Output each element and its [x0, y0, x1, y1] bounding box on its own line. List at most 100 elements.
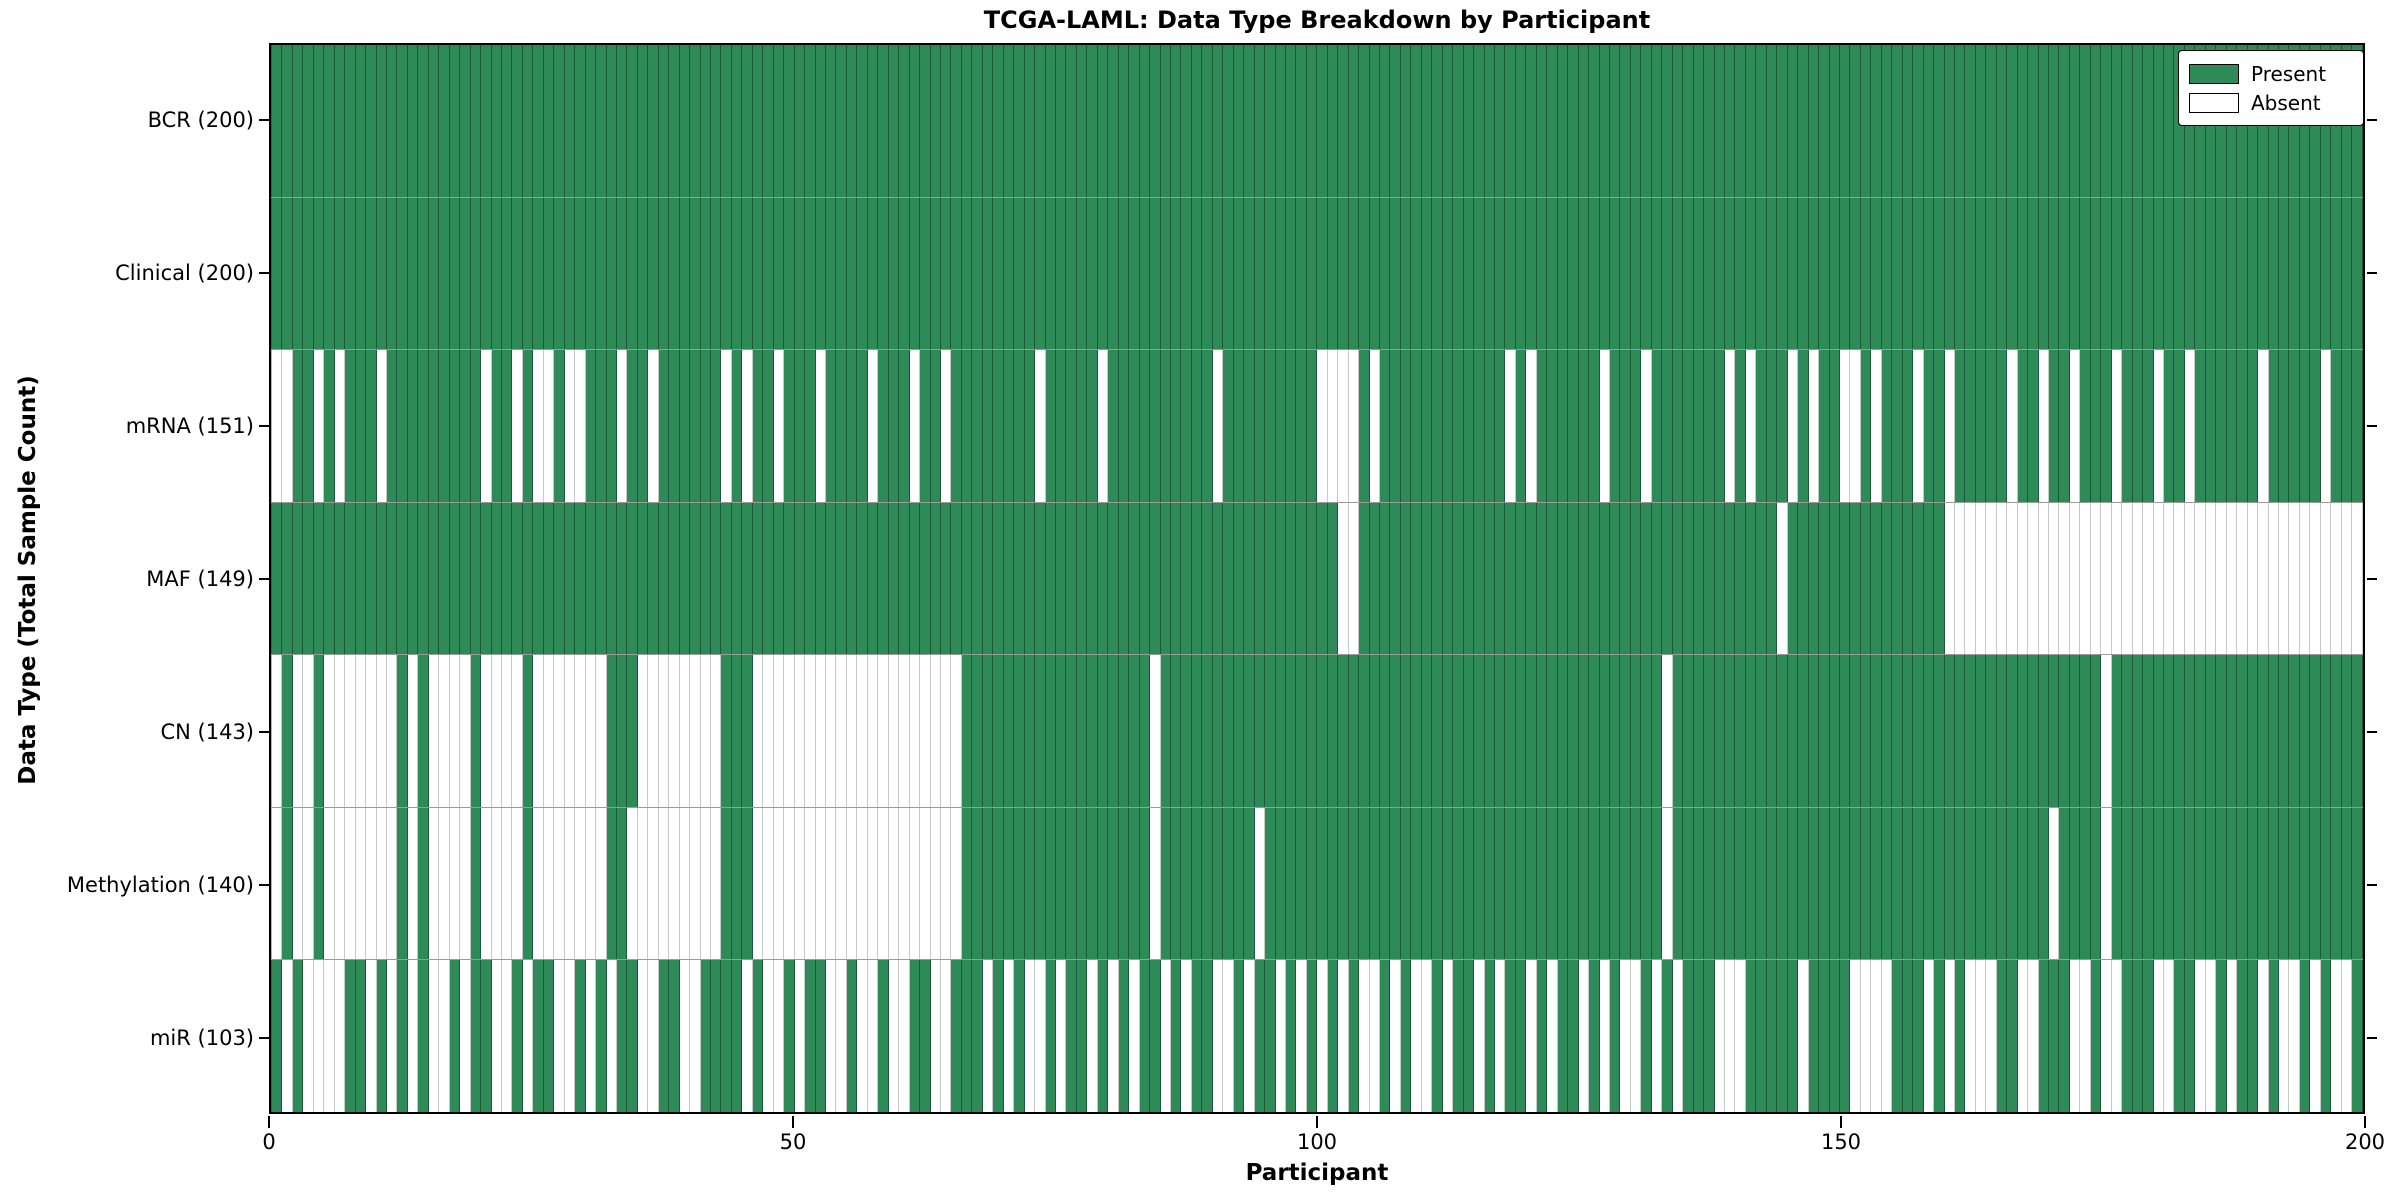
heatmap-cell [1453, 655, 1464, 807]
chart-title: TCGA-LAML: Data Type Breakdown by Partic… [983, 6, 1651, 34]
heatmap-cell [1787, 197, 1799, 350]
heatmap-cell [899, 655, 910, 807]
heatmap-cell [1923, 960, 1935, 1113]
heatmap-cell [742, 960, 753, 1113]
heatmap-cell [334, 350, 346, 502]
heatmap-cell [1944, 45, 1955, 197]
heatmap-cell [993, 45, 1004, 197]
heatmap-cell [282, 655, 293, 807]
heatmap-cell [2069, 197, 2081, 350]
heatmap-cell [867, 960, 879, 1113]
heatmap-cell [1975, 960, 1987, 1113]
heatmap-cell [2080, 807, 2091, 960]
heatmap-cell [920, 655, 931, 807]
heatmap-cell [1296, 807, 1307, 960]
heatmap-cell [1536, 960, 1548, 1113]
right-tick-mark [2367, 424, 2377, 427]
heatmap-cell [1808, 197, 1820, 350]
heatmap-cell [2310, 960, 2321, 1113]
heatmap-cell [794, 655, 806, 807]
heatmap-cell [428, 45, 440, 197]
heatmap-cell [1766, 807, 1778, 960]
heatmap-cell [2049, 45, 2060, 197]
heatmap-cell [2289, 807, 2300, 960]
heatmap-cell [794, 45, 806, 197]
heatmap-cell [2090, 960, 2102, 1113]
heatmap-cell [2059, 960, 2070, 1113]
heatmap-cell [742, 350, 753, 502]
heatmap-cell [637, 45, 649, 197]
heatmap-cell [951, 960, 962, 1113]
heatmap-cell [1829, 350, 1840, 502]
heatmap-cell [961, 960, 973, 1113]
heatmap-cell [878, 197, 889, 350]
heatmap-cell [1055, 655, 1067, 807]
heatmap-cell [1359, 807, 1370, 960]
heatmap-cell [2164, 45, 2175, 197]
heatmap-cell [355, 45, 367, 197]
heatmap-cell [1014, 197, 1025, 350]
heatmap-cell [2153, 45, 2165, 197]
heatmap-cell [334, 960, 346, 1113]
x-tick-label: 150 [1820, 1130, 1862, 1154]
heatmap-cell [1003, 960, 1015, 1113]
heatmap-cell [575, 655, 586, 807]
heatmap-cell [1108, 960, 1119, 1113]
heatmap-cell [2122, 197, 2133, 350]
heatmap-cell [1045, 655, 1056, 807]
heatmap-cell [585, 45, 597, 197]
heatmap-cell [763, 960, 774, 1113]
heatmap-cell [439, 960, 450, 1113]
heatmap-cell [1557, 197, 1569, 350]
heatmap-cell [1651, 655, 1663, 807]
heatmap-cell [1829, 655, 1840, 807]
heatmap-cell [1881, 350, 1893, 502]
heatmap-cell [1118, 502, 1130, 655]
heatmap-cell [941, 350, 952, 502]
heatmap-cell [1568, 655, 1579, 807]
heatmap-cell [721, 45, 732, 197]
heatmap-cell [1432, 807, 1443, 960]
heatmap-cell [627, 350, 638, 502]
heatmap-cell [2080, 655, 2091, 807]
heatmap-cell [1923, 45, 1935, 197]
heatmap-cell [1745, 807, 1757, 960]
heatmap-cell [1672, 807, 1684, 960]
heatmap-cell [554, 197, 565, 350]
heatmap-cell [543, 197, 555, 350]
row-label-miR: miR (103) [149, 1025, 254, 1050]
heatmap-cell [2059, 502, 2070, 655]
heatmap-cell [1589, 807, 1600, 960]
heatmap-cell [596, 807, 607, 960]
heatmap-cell [2059, 197, 2070, 350]
heatmap-cell [1860, 350, 1872, 502]
heatmap-cell [1055, 807, 1067, 960]
row-label-Clinical: Clinical (200) [115, 260, 254, 285]
heatmap-plot-area: Present Absent [269, 43, 2365, 1114]
heatmap-cell [470, 45, 482, 197]
heatmap-cell [554, 350, 565, 502]
heatmap-cell [1411, 45, 1422, 197]
heatmap-cell [794, 197, 806, 350]
heatmap-cell [1986, 960, 1997, 1113]
heatmap-cell [784, 45, 795, 197]
heatmap-cell [1442, 655, 1454, 807]
heatmap-cell [1129, 502, 1140, 655]
heatmap-cell [1275, 350, 1286, 502]
heatmap-cell [773, 350, 785, 502]
heatmap-cell [742, 807, 753, 960]
heatmap-cell [334, 45, 346, 197]
heatmap-cell [2258, 197, 2269, 350]
heatmap-cell [2101, 350, 2112, 502]
heatmap-cell [2331, 350, 2342, 502]
heatmap-cell [826, 807, 837, 960]
heatmap-cell [2320, 960, 2332, 1113]
heatmap-cell [1160, 45, 1171, 197]
heatmap-cell [585, 350, 597, 502]
heatmap-cell [428, 960, 440, 1113]
heatmap-cell [1453, 960, 1464, 1113]
heatmap-cell [1055, 960, 1067, 1113]
heatmap-cell [313, 960, 325, 1113]
heatmap-cell [1087, 807, 1098, 960]
heatmap-cell [345, 350, 356, 502]
